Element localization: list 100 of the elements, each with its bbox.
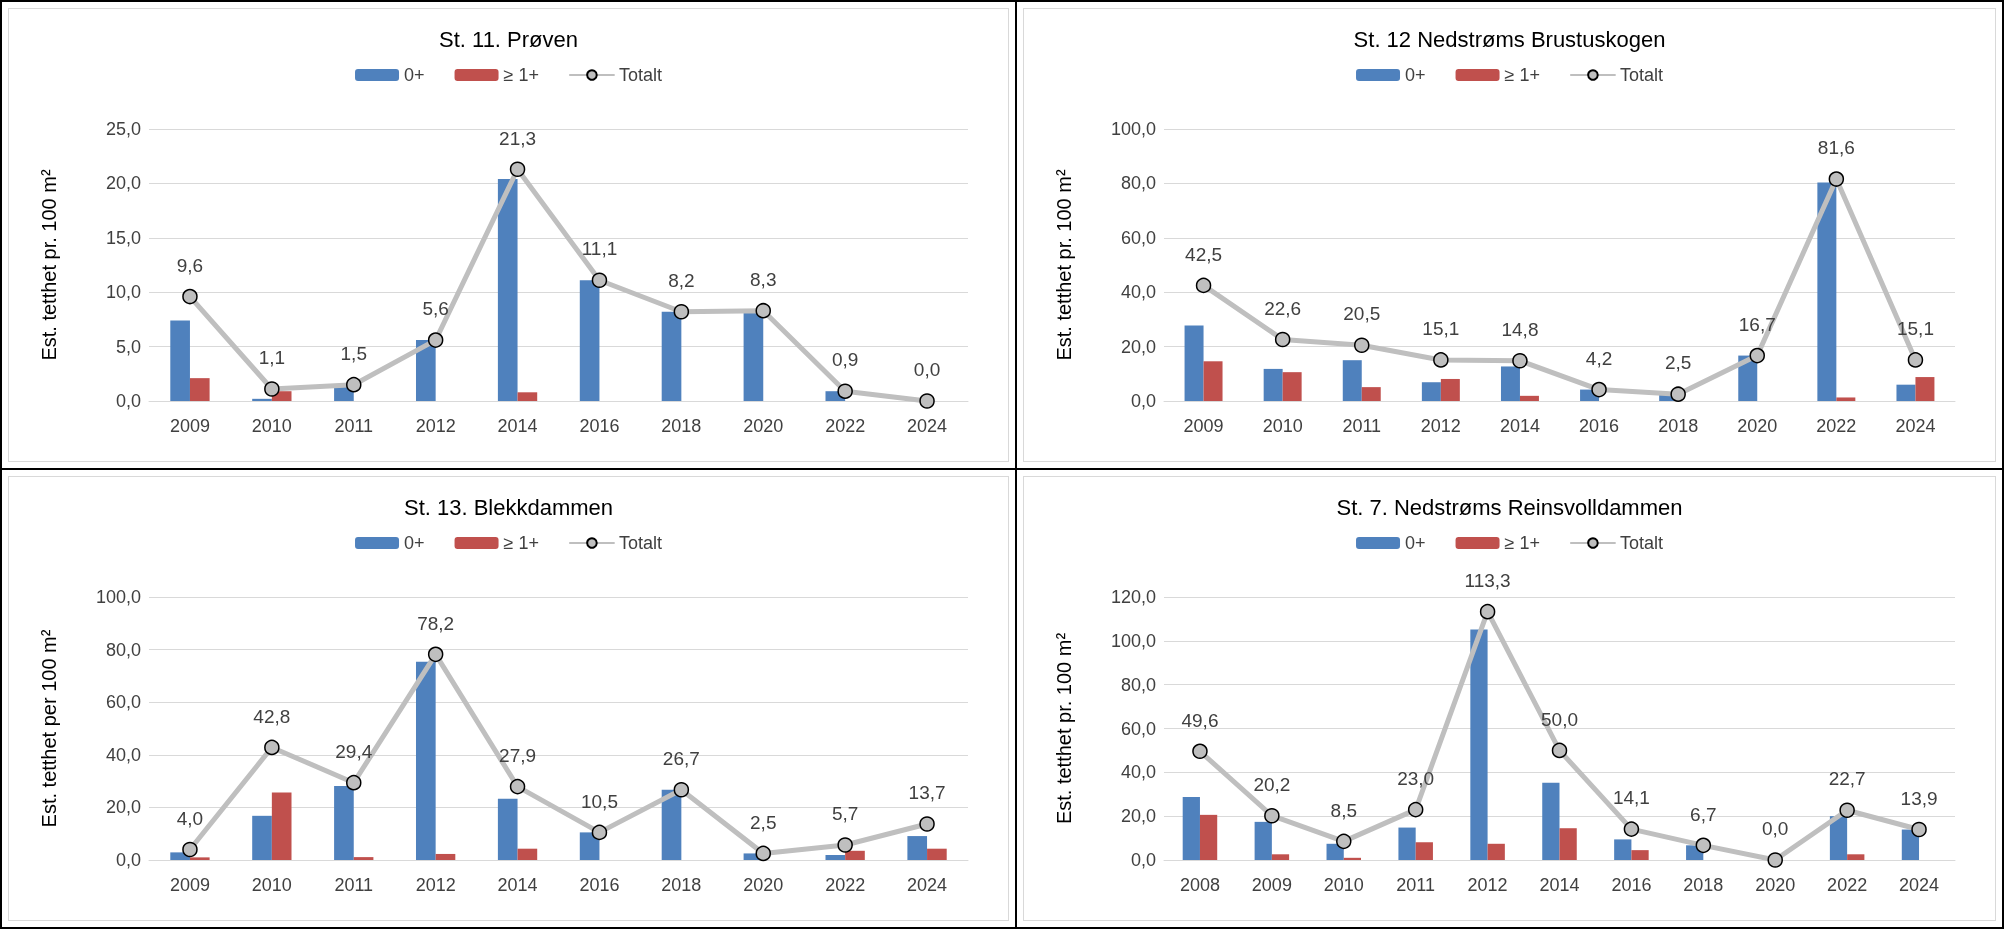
x-tick-label: 2008 bbox=[1179, 875, 1220, 895]
point bbox=[1336, 833, 1352, 850]
data-label: 2,5 bbox=[1664, 352, 1692, 374]
bar bbox=[927, 848, 947, 860]
point bbox=[1407, 801, 1424, 818]
bar bbox=[1421, 382, 1441, 401]
point bbox=[264, 381, 280, 397]
bar bbox=[1440, 378, 1460, 401]
point bbox=[182, 288, 198, 305]
point bbox=[591, 824, 608, 841]
data-label: 11,1 bbox=[581, 238, 618, 260]
y-axis-title: Est. tetthet pr. 100 m² bbox=[38, 169, 60, 361]
x-tick-label: 2024 bbox=[1895, 416, 1936, 436]
y-tick-label: 60,0 bbox=[105, 692, 141, 713]
x-tick-label: 2024 bbox=[907, 875, 948, 895]
data-label: 29,4 bbox=[335, 740, 373, 762]
bar bbox=[189, 378, 210, 401]
point bbox=[1274, 331, 1291, 348]
point bbox=[1433, 352, 1449, 368]
bar bbox=[517, 848, 538, 860]
point bbox=[509, 778, 526, 795]
x-tick-label: 2022 bbox=[1827, 875, 1868, 895]
chart-title: St. 7. Nedstrøms Reinsvolldammen bbox=[1336, 494, 1683, 520]
x-tick-label: 2009 bbox=[169, 416, 210, 436]
data-label: 8,3 bbox=[750, 268, 777, 290]
point bbox=[919, 393, 935, 409]
data-label: 21,3 bbox=[499, 127, 537, 149]
bar bbox=[579, 280, 600, 401]
data-label: 113,3 bbox=[1464, 569, 1511, 591]
y-tick-label: 5,0 bbox=[115, 336, 141, 357]
bar bbox=[825, 855, 846, 860]
bar bbox=[661, 311, 682, 401]
y-axis-title: Est. tetthet pr. 100 m² bbox=[1053, 632, 1075, 825]
data-label: 16,7 bbox=[1738, 313, 1776, 335]
chart-title: St. 11. Prøven bbox=[439, 26, 578, 52]
data-label: 20,5 bbox=[1343, 303, 1381, 325]
y-tick-label: 20,0 bbox=[1120, 806, 1156, 827]
point bbox=[1839, 802, 1855, 818]
x-tick-label: 2009 bbox=[1251, 875, 1292, 895]
data-label: 26,7 bbox=[662, 748, 700, 770]
chart-title: St. 12 Nedstrøms Brustuskogen bbox=[1353, 26, 1666, 52]
data-label: 14,1 bbox=[1612, 787, 1650, 809]
point bbox=[837, 383, 853, 399]
chart-title: St. 13. Blekkdammen bbox=[403, 494, 614, 520]
bar bbox=[1559, 828, 1577, 860]
y-tick-label: 25,0 bbox=[105, 119, 141, 139]
bar bbox=[1487, 843, 1505, 860]
bar bbox=[1263, 368, 1283, 401]
x-tick-label: 2010 bbox=[251, 416, 292, 436]
y-tick-label: 80,0 bbox=[1120, 173, 1156, 194]
bar bbox=[497, 798, 518, 860]
point bbox=[1195, 277, 1212, 294]
data-label: 42,5 bbox=[1185, 243, 1223, 265]
x-tick-label: 2011 bbox=[1396, 875, 1436, 895]
y-tick-label: 60,0 bbox=[1120, 718, 1156, 739]
x-tick-label: 2024 bbox=[907, 416, 948, 436]
x-tick-label: 2016 bbox=[579, 875, 620, 895]
data-label: 1,1 bbox=[258, 347, 286, 369]
bar bbox=[1817, 182, 1837, 401]
point bbox=[673, 782, 690, 798]
point bbox=[673, 304, 690, 320]
data-label: 22,6 bbox=[1264, 297, 1302, 319]
data-label: 13,9 bbox=[1900, 787, 1938, 809]
y-tick-label: 120,0 bbox=[1110, 587, 1156, 607]
x-tick-label: 2011 bbox=[334, 416, 374, 436]
x-tick-label: 2020 bbox=[743, 416, 784, 436]
data-label: 15,1 bbox=[1422, 318, 1460, 340]
x-tick-label: 2011 bbox=[1342, 416, 1382, 436]
bar bbox=[1282, 372, 1302, 401]
bar bbox=[579, 832, 600, 860]
bar bbox=[1398, 827, 1416, 860]
point bbox=[346, 376, 362, 393]
bar bbox=[1836, 397, 1856, 401]
x-tick-label: 2012 bbox=[415, 875, 456, 895]
data-label: 81,6 bbox=[1817, 137, 1855, 159]
point bbox=[1512, 353, 1528, 369]
point bbox=[1551, 742, 1568, 759]
bar bbox=[252, 398, 272, 401]
x-tick-label: 2009 bbox=[1183, 416, 1224, 436]
legend-label: ≥ 1+ bbox=[1504, 533, 1540, 553]
y-tick-label: 40,0 bbox=[1120, 282, 1156, 303]
data-label: 42,8 bbox=[253, 705, 291, 727]
bar bbox=[1915, 377, 1935, 401]
x-tick-label: 2022 bbox=[825, 416, 866, 436]
legend-label: 0+ bbox=[1405, 533, 1426, 553]
bar bbox=[1203, 361, 1223, 401]
x-tick-label: 2009 bbox=[169, 875, 210, 895]
bar bbox=[170, 320, 190, 401]
x-tick-label: 2022 bbox=[1816, 416, 1857, 436]
point bbox=[509, 161, 526, 177]
x-tick-label: 2016 bbox=[1611, 875, 1652, 895]
y-tick-label: 80,0 bbox=[1120, 674, 1156, 695]
point bbox=[591, 272, 608, 288]
bar bbox=[1199, 814, 1218, 860]
bar bbox=[517, 392, 538, 401]
point bbox=[1623, 821, 1640, 837]
y-tick-label: 100,0 bbox=[1110, 630, 1156, 651]
data-label: 49,6 bbox=[1181, 709, 1219, 731]
point bbox=[837, 837, 853, 853]
point bbox=[1907, 352, 1924, 368]
